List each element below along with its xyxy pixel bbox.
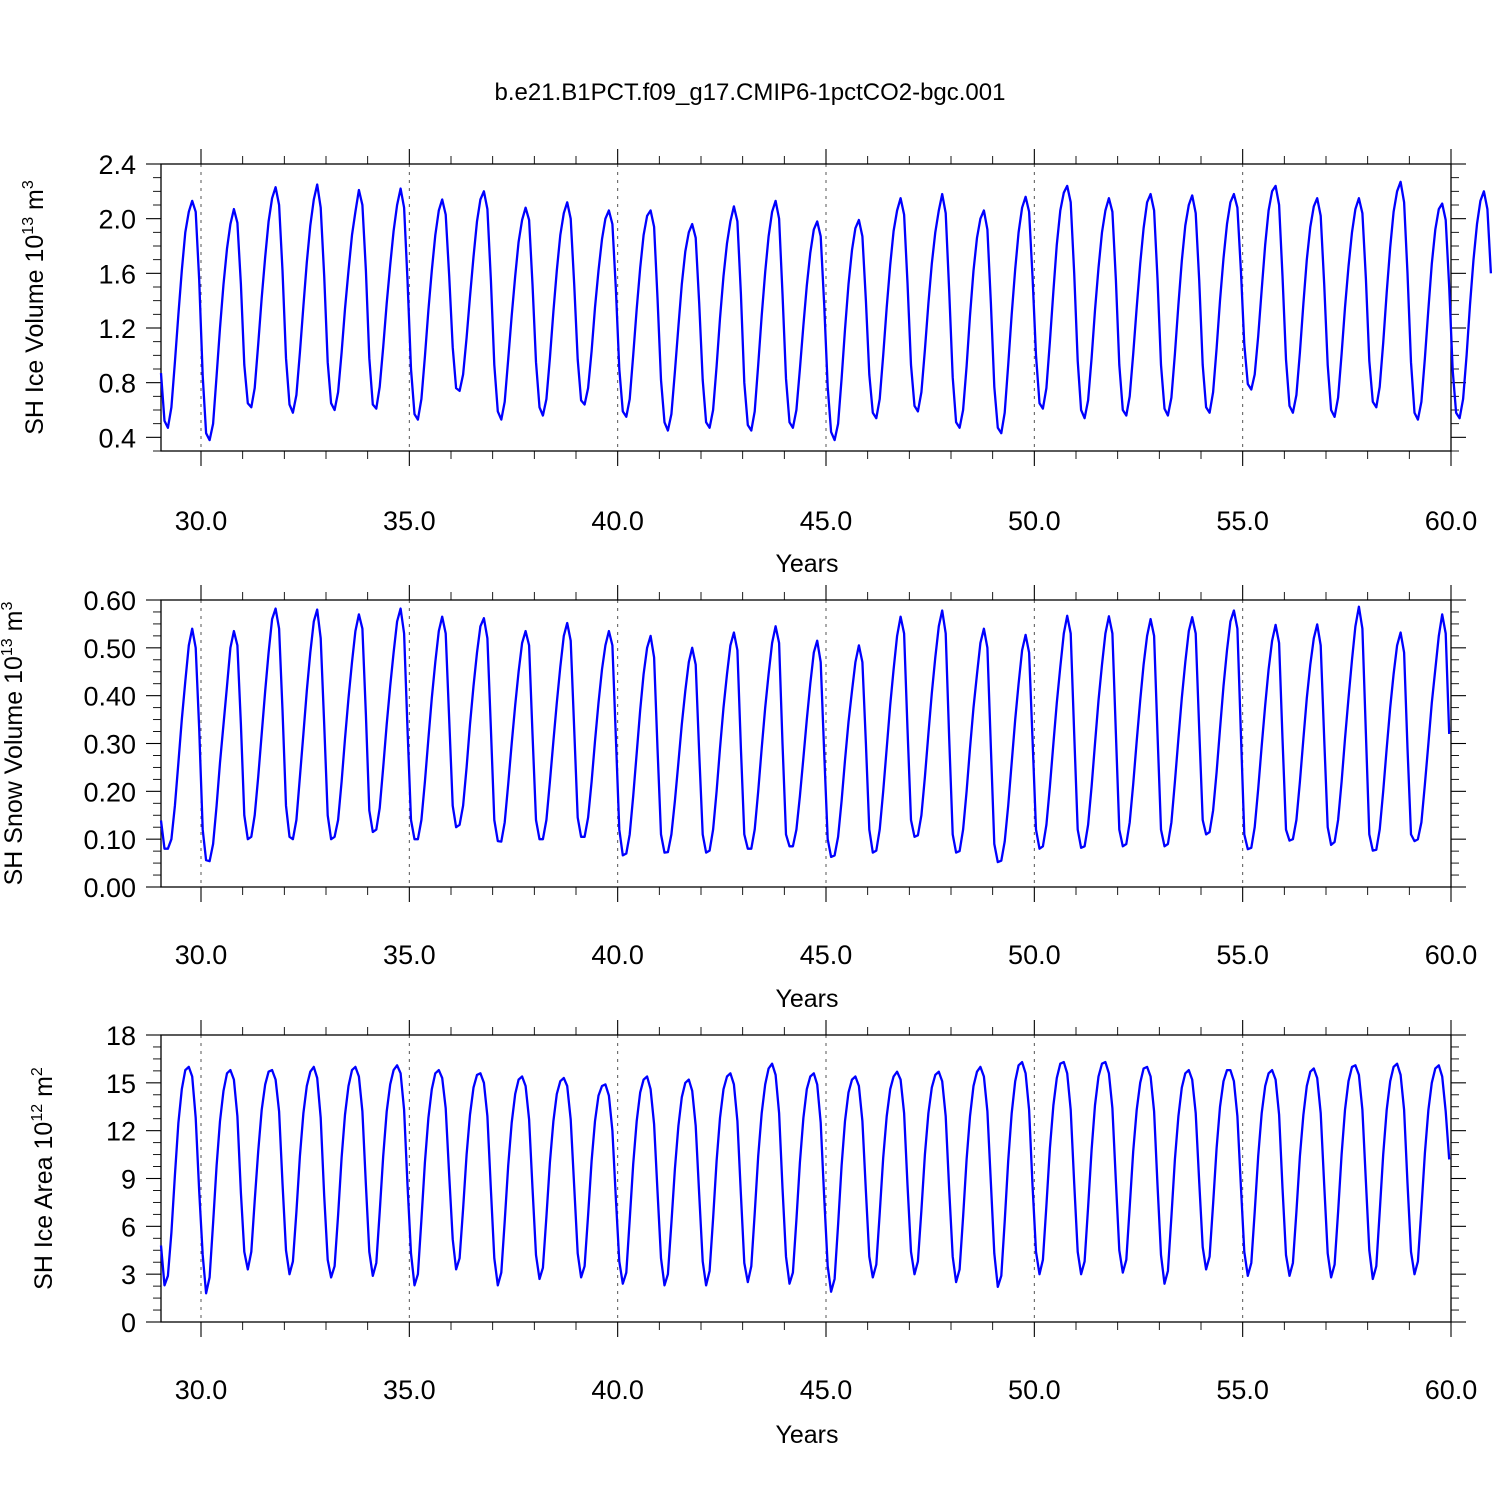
y-tick-label: 0.30: [83, 730, 136, 760]
panel-1: 30.0 35.0 40.0 45.0 50.0 55.0 60.0 0.4 0.8 1.2 1.6…: [20, 149, 1493, 578]
y-tick-label: 2.4: [98, 150, 136, 180]
x-tick-label: 30.0: [175, 506, 228, 536]
y-axis-label-unit: m: [21, 189, 49, 217]
x-tick-label: 45.0: [800, 1375, 853, 1405]
y-axis-label-main: SH Snow Volume 10: [0, 656, 28, 885]
x-tick-label: 55.0: [1216, 940, 1269, 970]
y-axis-label: SH Ice Volume 1013 m3: [20, 180, 49, 435]
y-tick-label: 0.20: [83, 777, 136, 807]
x-tick-label: 35.0: [383, 506, 436, 536]
y-axis-label-unit: m: [30, 1076, 58, 1104]
y-tick-label: 6: [121, 1212, 136, 1242]
x-axis-label: Years: [775, 985, 838, 1013]
y-tick-label: 0.50: [83, 634, 136, 664]
y-tick-label: 0.10: [83, 825, 136, 855]
y-tick-label: 0.60: [83, 586, 136, 616]
y-axis-label-unit-exp: 3: [20, 180, 37, 189]
y-tick-label: 2.0: [98, 205, 136, 235]
x-tick-label: 40.0: [591, 1375, 644, 1405]
y-axis-label: SH Ice Area 1012 m2: [29, 1067, 58, 1290]
x-tick-label: 40.0: [591, 940, 644, 970]
x-axis-label: Years: [775, 550, 838, 578]
y-tick-label: 0.00: [83, 873, 136, 903]
y-tick-label: 0.40: [83, 682, 136, 712]
y-axis-label-exp: 13: [20, 217, 37, 235]
panel-2: 30.0 35.0 40.0 45.0 50.0 55.0 60.0 0.00 0.10 0.20…: [0, 585, 1477, 1013]
chart-title: b.e21.B1PCT.f09_g17.CMIP6-1pctCO2-bgc.00…: [495, 79, 1006, 106]
x-tick-label: 35.0: [383, 940, 436, 970]
x-axis-label: Years: [775, 1421, 838, 1449]
y-axis-label-exp: 13: [0, 638, 16, 656]
x-tick-label: 60.0: [1425, 1375, 1478, 1405]
x-tick-label: 55.0: [1216, 506, 1269, 536]
y-tick-label: 3: [121, 1260, 136, 1290]
x-tick-label: 50.0: [1008, 940, 1061, 970]
y-axis-label-main: SH Ice Volume 10: [21, 235, 49, 435]
y-tick-label: 1.6: [98, 259, 136, 289]
y-tick-label: 12: [106, 1117, 136, 1147]
x-tick-label: 60.0: [1425, 940, 1478, 970]
panel-3: 30.0 35.0 40.0 45.0 50.0 55.0 60.0 0 3 6 9 12 15 18 Ye…: [29, 1020, 1477, 1449]
y-axis-label-unit: m: [0, 611, 28, 639]
y-axis-label-main: SH Ice Area 10: [30, 1122, 58, 1290]
y-tick-label: 18: [106, 1021, 136, 1051]
y-axis-label-unit-exp: 3: [0, 602, 16, 611]
x-tick-label: 35.0: [383, 1375, 436, 1405]
y-tick-label: 15: [106, 1069, 136, 1099]
y-axis-label-unit-exp: 2: [29, 1067, 46, 1076]
y-axis-label: SH Snow Volume 1013 m3: [0, 602, 28, 886]
x-tick-label: 50.0: [1008, 1375, 1061, 1405]
x-tick-label: 55.0: [1216, 1375, 1269, 1405]
x-tick-label: 45.0: [800, 506, 853, 536]
series-line-1: [159, 180, 1493, 442]
y-tick-label: 0.4: [98, 423, 136, 453]
x-tick-label: 30.0: [175, 1375, 228, 1405]
x-tick-label: 60.0: [1425, 506, 1478, 536]
y-tick-label: 0.8: [98, 369, 136, 399]
x-tick-label: 50.0: [1008, 506, 1061, 536]
y-axis-label-exp: 12: [29, 1104, 46, 1122]
x-tick-label: 40.0: [591, 506, 644, 536]
series-line-3: [159, 1060, 1451, 1295]
x-tick-label: 45.0: [800, 940, 853, 970]
y-tick-label: 1.2: [98, 314, 136, 344]
y-tick-label: 9: [121, 1165, 136, 1195]
series-line-2: [159, 605, 1451, 864]
y-tick-label: 0: [121, 1308, 136, 1338]
x-tick-label: 30.0: [175, 940, 228, 970]
